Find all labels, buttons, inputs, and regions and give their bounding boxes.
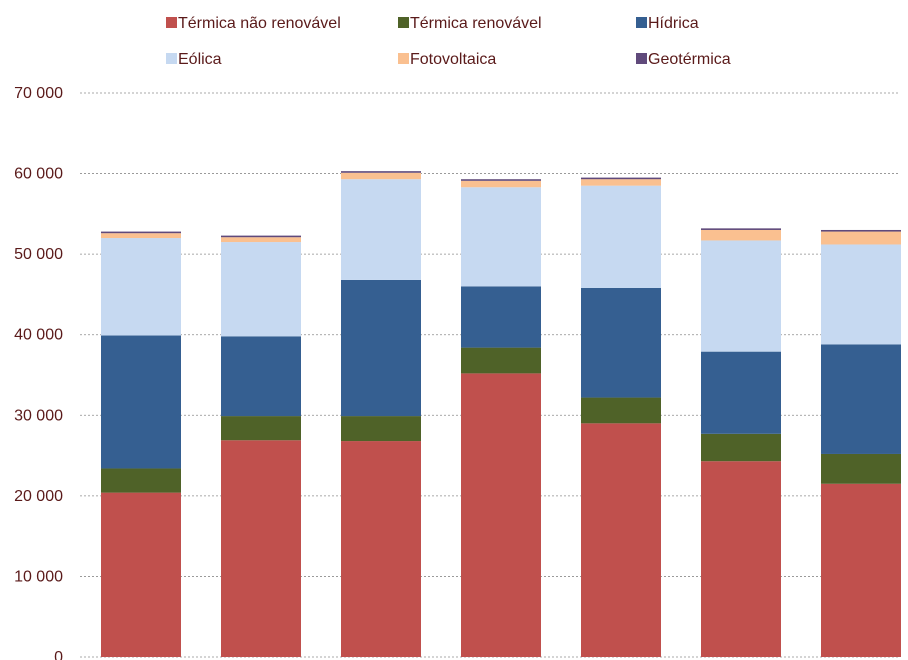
bar-stack: [221, 235, 301, 657]
bar-segment-series-1: [221, 416, 301, 441]
bar-segment-series-0: [341, 441, 421, 657]
y-tick-label: 50 000: [14, 246, 63, 263]
y-tick-label: 20 000: [14, 488, 63, 505]
bar-segment-series-2: [701, 351, 781, 434]
bar-segment-series-0: [701, 461, 781, 657]
bar-segment-series-0: [821, 483, 901, 657]
bar-segment-series-4: [821, 231, 901, 245]
bar-segment-series-3: [221, 242, 301, 337]
bar-segment-series-1: [821, 453, 901, 484]
bar-segment-series-1: [701, 433, 781, 462]
bar-segment-series-1: [341, 416, 421, 442]
bar-segment-series-3: [701, 240, 781, 352]
bar-segment-series-5: [101, 231, 181, 234]
legend-item: Fotovoltaica: [398, 51, 496, 68]
bar-segment-series-5: [461, 179, 541, 181]
bar-stack: [581, 177, 661, 657]
y-tick-label: 40 000: [14, 327, 63, 344]
bar-segment-series-2: [101, 335, 181, 469]
bar-segment-series-0: [581, 423, 661, 657]
bar-segment-series-4: [101, 233, 181, 239]
bar-segment-series-3: [101, 238, 181, 336]
bar-segment-series-2: [341, 279, 421, 417]
bar-segment-series-4: [581, 179, 661, 186]
legend-swatch: [398, 53, 409, 64]
legend-swatch: [636, 53, 647, 64]
legend-label: Térmica renovável: [410, 15, 542, 32]
bar-segment-series-4: [341, 172, 421, 180]
bar-segment-series-3: [581, 185, 661, 288]
bar-segment-series-5: [701, 228, 781, 230]
bar-stack: [821, 229, 901, 657]
bar-segment-series-5: [581, 177, 661, 180]
y-tick-label: 60 000: [14, 166, 63, 183]
bar-segment-series-1: [101, 468, 181, 493]
bar-segment-series-2: [821, 344, 901, 454]
legend-label: Hídrica: [648, 15, 699, 32]
legend-label: Térmica não renovável: [178, 15, 341, 32]
bar-segment-series-3: [461, 187, 541, 287]
legend-item: Hídrica: [636, 15, 699, 32]
bar-segment-series-0: [461, 373, 541, 657]
bar-segment-series-3: [821, 244, 901, 345]
bar-segment-series-4: [701, 229, 781, 241]
bar-segment-series-2: [461, 286, 541, 348]
bar-segment-series-0: [101, 492, 181, 657]
y-tick-label: 0: [54, 649, 63, 660]
bar-stack: [701, 228, 781, 657]
bar-stack: [101, 231, 181, 657]
legend-item: Geotérmica: [636, 51, 731, 68]
chart-bars: [101, 171, 901, 657]
legend-swatch: [166, 53, 177, 64]
chart-legend: Térmica não renovável Térmica renovável Hí…: [166, 15, 731, 68]
bar-segment-series-5: [341, 171, 421, 173]
bar-segment-series-0: [221, 440, 301, 657]
bar-segment-series-5: [221, 235, 301, 238]
bar-segment-series-1: [461, 347, 541, 374]
y-tick-label: 30 000: [14, 407, 63, 424]
legend-label: Eólica: [178, 51, 222, 68]
legend-item: Térmica renovável: [398, 15, 542, 32]
legend-item: Eólica: [166, 51, 222, 68]
legend-swatch: [398, 17, 409, 28]
bar-segment-series-4: [221, 237, 301, 243]
y-tick-label: 10 000: [14, 568, 63, 585]
legend-label: Fotovoltaica: [410, 51, 496, 68]
legend-label: Geotérmica: [648, 51, 731, 68]
bar-stack: [341, 171, 421, 657]
bar-segment-series-5: [821, 229, 901, 232]
bar-segment-series-2: [581, 287, 661, 398]
bar-segment-series-4: [461, 180, 541, 188]
legend-swatch: [166, 17, 177, 28]
legend-item: Térmica não renovável: [166, 15, 341, 32]
y-tick-label: 70 000: [14, 85, 63, 102]
y-axis-tick-labels: 0 10 000 20 000 30 000 40 000 50 000 60 000 70 …: [14, 85, 63, 660]
bar-segment-series-2: [221, 336, 301, 417]
bar-stack: [461, 179, 541, 657]
legend-swatch: [636, 17, 647, 28]
bar-segment-series-3: [341, 179, 421, 280]
bar-segment-series-1: [581, 397, 661, 424]
